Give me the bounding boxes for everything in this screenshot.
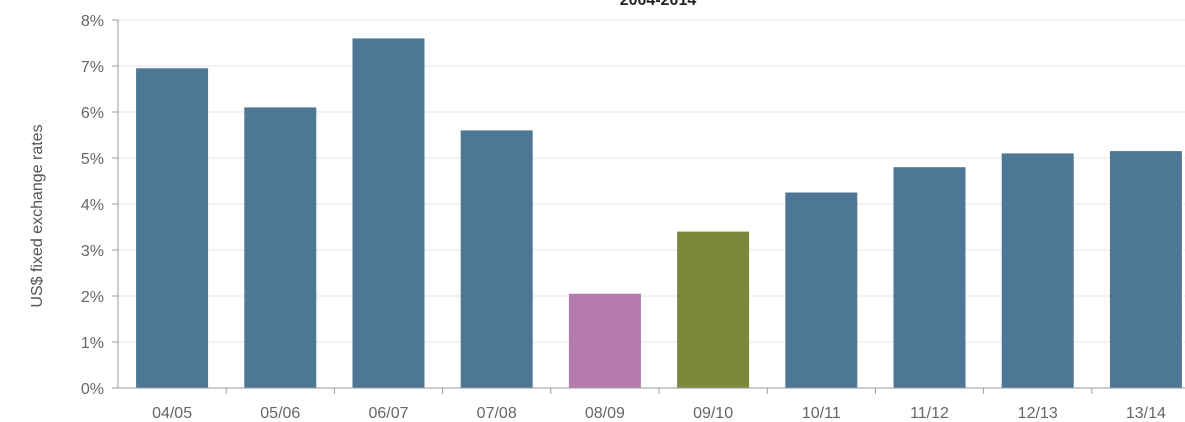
y-tick-label: 2%: [81, 289, 104, 306]
x-tick-label: 06/07: [368, 405, 408, 422]
x-tick-label: 10/11: [802, 405, 841, 422]
y-axis-title: US$ fixed exchange rates: [29, 124, 46, 307]
bar-09-10: [677, 231, 750, 388]
bar-04-05: [136, 68, 209, 389]
bar-05-06: [244, 107, 317, 389]
x-tick-label: 07/08: [477, 405, 517, 422]
bar-11-12: [893, 167, 966, 388]
y-tick-label: 4%: [81, 197, 104, 214]
bar-13-14: [1109, 151, 1182, 388]
axes: [112, 19, 1185, 394]
x-tick-label: 11/12: [910, 405, 949, 422]
y-tick-label: 5%: [81, 151, 104, 168]
bar-12-13: [1001, 153, 1074, 388]
x-tick-label: 05/06: [260, 405, 300, 422]
x-tick-labels: 04/05 05/06 06/07 07/08 08/09 09/10 10/11 11/12…: [152, 405, 1166, 422]
y-tick-label: 6%: [81, 105, 104, 122]
x-tick-label: 04/05: [152, 405, 192, 422]
bar-07-08: [460, 130, 533, 388]
x-tick-label: 09/10: [693, 405, 733, 422]
bar-10-11: [785, 192, 858, 388]
chart-title: 2004-2014: [620, 0, 697, 9]
x-tick-label: 12/13: [1018, 405, 1058, 422]
y-tick-label: 8%: [81, 13, 104, 30]
y-tick-label: 0%: [81, 381, 104, 398]
x-tick-label: 08/09: [585, 405, 625, 422]
y-tick-label: 3%: [81, 243, 104, 260]
x-tick-label: 13/14: [1126, 405, 1166, 422]
y-tick-label: 1%: [81, 335, 104, 352]
bar-08-09: [568, 293, 641, 388]
bars: [136, 38, 1182, 389]
y-tick-labels: 0% 1% 2% 3% 4% 5% 6% 7% 8%: [81, 13, 104, 398]
y-tick-label: 7%: [81, 59, 104, 76]
bar-06-07: [352, 38, 425, 389]
